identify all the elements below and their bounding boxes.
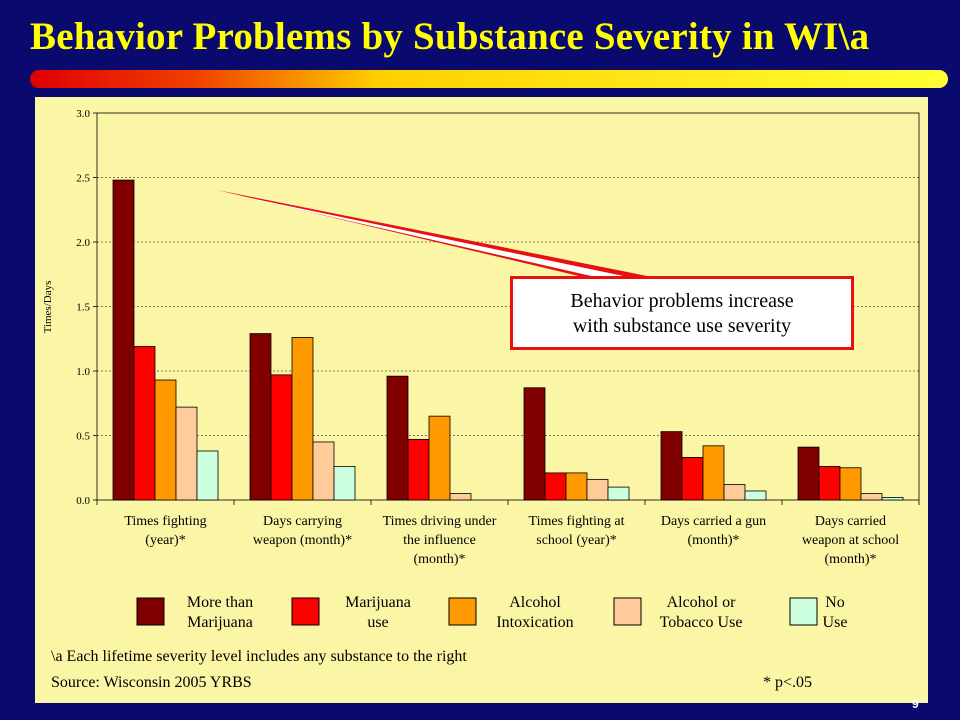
legend-label-line: Intoxication xyxy=(496,614,574,631)
bar xyxy=(818,466,841,501)
x-category-label-line: school (year)* xyxy=(536,533,616,548)
legend-label-line: Marijuana xyxy=(345,594,411,611)
bar xyxy=(544,472,567,501)
callout-box: Behavior problems increase with substanc… xyxy=(510,276,854,350)
legend-swatch xyxy=(789,597,818,626)
footnote-note: \a Each lifetime severity level includes… xyxy=(51,648,467,665)
callout-pointer xyxy=(217,190,652,278)
bar xyxy=(196,450,219,501)
bar xyxy=(312,441,335,501)
bar xyxy=(744,490,767,501)
bars xyxy=(112,179,904,501)
footnote-source: Source: Wisconsin 2005 YRBS xyxy=(51,674,252,691)
bar xyxy=(723,484,746,501)
legend-label: Alcohol or Tobacco Use xyxy=(646,593,756,633)
x-category-label-line: Days carried a gun xyxy=(661,514,766,529)
x-category-label-line: (month)* xyxy=(824,552,876,567)
bar xyxy=(428,415,451,501)
bar xyxy=(249,333,272,501)
bar xyxy=(386,375,409,501)
page-number: 9 xyxy=(912,697,919,711)
y-tick-label: 1.0 xyxy=(76,366,90,378)
legend-label-line: Marijuana xyxy=(187,614,253,631)
x-category-label-line: (month)* xyxy=(687,533,739,548)
axes: 0.0 0.5 1.0 1.5 2.0 2.5 3.0 Times fighting (year… xyxy=(76,108,920,567)
legend-label: Alcohol Intoxication xyxy=(480,593,590,633)
slide-title: Behavior Problems by Substance Severity … xyxy=(30,15,870,58)
bar xyxy=(175,406,198,501)
legend-swatch xyxy=(613,597,642,626)
title-underline-bar xyxy=(30,70,948,88)
legend-label-line: Alcohol or xyxy=(666,594,736,611)
legend-label-line: Use xyxy=(822,614,848,631)
x-category-label-line: Times fighting xyxy=(124,514,206,529)
bar xyxy=(681,457,704,501)
bar xyxy=(112,179,135,501)
bar xyxy=(860,493,883,501)
y-tick-label: 0.5 xyxy=(76,431,90,443)
bar xyxy=(702,445,725,501)
legend-label: No Use xyxy=(815,593,855,633)
bar xyxy=(565,472,588,501)
bar xyxy=(660,431,683,501)
x-category-label: Times driving under the influence (month)* xyxy=(383,514,497,567)
x-category-label-line: (month)* xyxy=(413,552,465,567)
bar xyxy=(407,438,430,501)
bar xyxy=(333,466,356,501)
y-tick-label: 2.0 xyxy=(76,237,90,249)
bar xyxy=(839,467,862,501)
legend-label-line: use xyxy=(367,614,389,631)
x-category-label: Times fighting at school (year)* xyxy=(529,514,625,548)
x-category-label-line: Days carried xyxy=(815,514,886,529)
bar xyxy=(586,478,609,501)
bar xyxy=(881,497,904,501)
x-category-label-line: the influence xyxy=(403,533,476,548)
y-tick-label: 0.0 xyxy=(76,495,90,507)
y-tick-label: 1.5 xyxy=(76,302,90,314)
bar xyxy=(523,387,546,501)
x-category-label-line: weapon (month)* xyxy=(253,533,352,548)
x-category-label-line: Days carrying xyxy=(263,514,342,529)
y-tick-label: 3.0 xyxy=(76,108,90,120)
x-category-label-line: (year)* xyxy=(145,533,185,548)
bar xyxy=(607,486,630,501)
bar xyxy=(270,374,293,501)
x-category-label-line: Times driving under xyxy=(383,514,497,529)
bar xyxy=(133,346,156,501)
bar xyxy=(449,493,472,501)
x-category-label: Days carried weapon at school (month)* xyxy=(802,514,899,567)
x-category-label-line: weapon at school xyxy=(802,533,899,548)
x-category-label: Days carried a gun (month)* xyxy=(661,514,766,548)
bar xyxy=(291,337,314,501)
chart-panel: 0.0 0.5 1.0 1.5 2.0 2.5 3.0 Times fighting (year… xyxy=(35,97,928,703)
legend-swatch xyxy=(291,597,320,626)
legend-label-line: Tobacco Use xyxy=(659,614,743,631)
legend-label-line: More than xyxy=(186,594,254,611)
legend-label-line: Alcohol xyxy=(509,594,561,611)
footnote-significance: * p<.05 xyxy=(763,674,813,691)
y-axis-label: Times/Days xyxy=(42,281,54,334)
legend-label-line: No xyxy=(825,594,845,611)
legend-label: More than Marijuana xyxy=(165,593,275,633)
legend-swatch xyxy=(448,597,477,626)
x-category-label-line: Times fighting at xyxy=(529,514,625,529)
legend-label: Marijuana use xyxy=(323,593,433,633)
bar xyxy=(154,379,177,501)
callout-line-2: with substance use severity xyxy=(572,315,792,337)
x-category-label: Times fighting (year)* xyxy=(124,514,206,548)
legend xyxy=(136,597,818,626)
x-category-label: Days carrying weapon (month)* xyxy=(253,514,352,548)
y-tick-label: 2.5 xyxy=(76,173,90,185)
legend-swatch xyxy=(136,597,165,626)
callout-line-1: Behavior problems increase xyxy=(570,290,794,312)
bar xyxy=(797,446,820,501)
